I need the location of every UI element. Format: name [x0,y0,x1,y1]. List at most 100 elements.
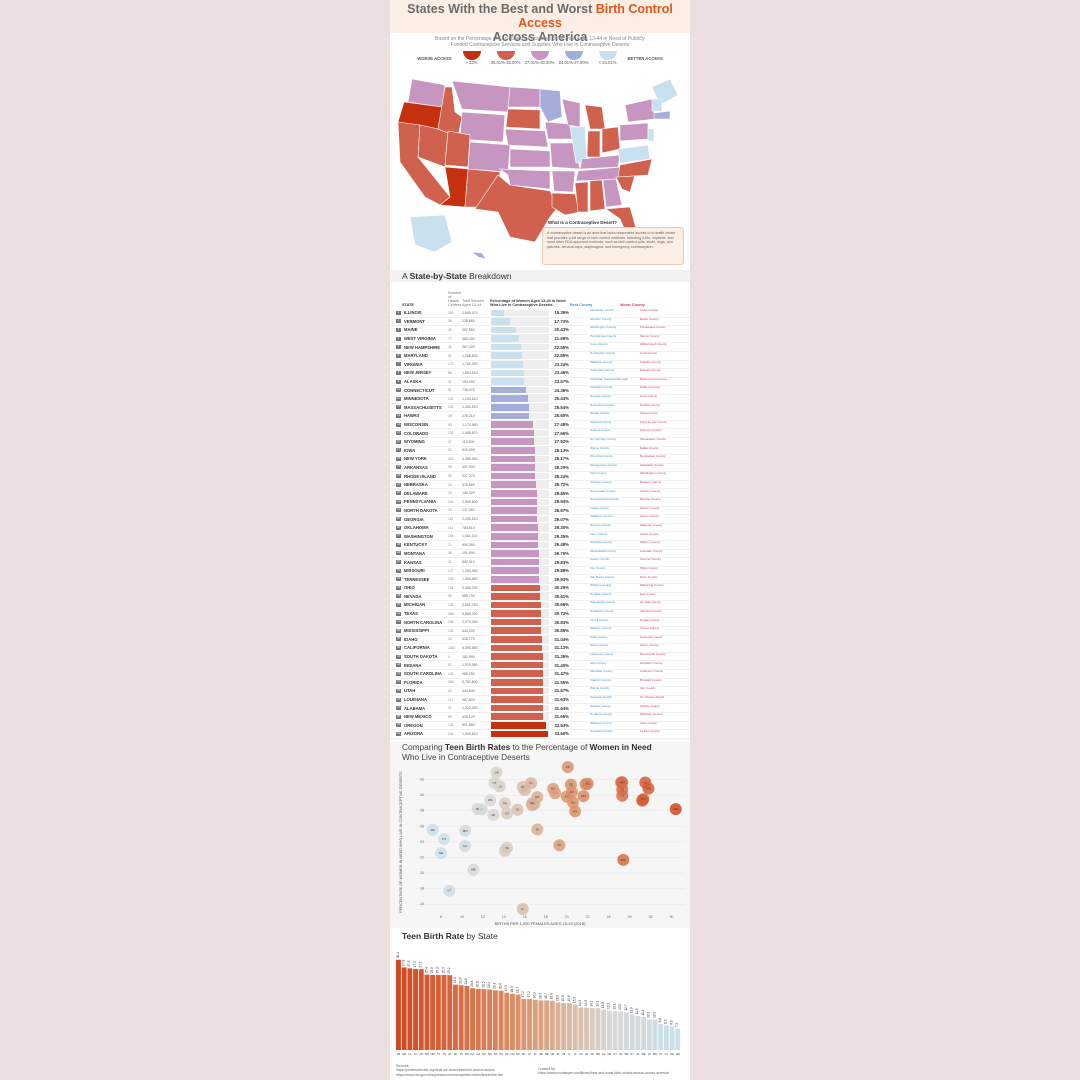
svg-text:14.1: 14.1 [590,1000,594,1006]
svg-text:12: 12 [481,915,485,919]
table-row: 43 SOUTH CAROLINA 120 985,250 31.47% [390,670,690,679]
svg-text:24: 24 [420,840,424,844]
svg-text:30: 30 [670,915,674,919]
state-mt [451,80,511,113]
svg-text:TX: TX [620,788,624,792]
svg-text:RI: RI [476,807,479,811]
svg-text:NV: NV [570,790,574,794]
table-row: 13 HAWAII 28 278,210 25.60% [390,412,690,421]
rank-badge: 14 [396,422,401,427]
table-row: 33 OHIO 151 2,386,230 30.25% [390,584,690,593]
state-ny [624,98,656,123]
scatter-title: Comparing Teen Birth Rates to the Percen… [402,742,652,762]
rank-badge: 6 [396,353,401,358]
rank-badge: 7 [396,362,401,367]
scatter-point: NH [434,847,447,860]
svg-text:13.3: 13.3 [607,1003,611,1009]
state-mi [584,104,606,130]
svg-text:WV: WV [621,858,626,862]
scatter-point: SC [581,777,594,790]
svg-text:14.3: 14.3 [578,1000,582,1006]
svg-text:11.1: 11.1 [641,1009,645,1015]
rank-badge: 17 [396,448,401,453]
rank-badge: 37 [396,620,401,625]
rank-badge: 23 [396,499,401,504]
scatter-point: UT [488,776,501,789]
svg-text:22.0: 22.0 [453,977,457,983]
state-wi [561,98,581,128]
scatter-point: MT [531,791,544,804]
svg-text:16.7: 16.7 [538,992,542,998]
svg-text:PA: PA [503,801,507,805]
svg-text:DE: DE [539,1052,543,1056]
svg-text:PERCENTAGE OF WOMEN IN NEED WH: PERCENTAGE OF WOMEN IN NEED WHO LIVE IN … [399,771,403,913]
scatter-point: KY [637,793,650,806]
svg-text:VA: VA [585,1052,589,1056]
bar [595,1008,601,1050]
svg-text:MT: MT [522,1052,526,1056]
svg-text:AZ: AZ [494,1052,498,1056]
bar [470,988,475,1050]
rank-badge: 10 [396,388,401,393]
svg-text:CT: CT [442,837,446,841]
svg-text:UT: UT [613,1052,617,1056]
svg-text:ND: ND [551,1052,555,1056]
table-row: 45 UTAH 63 644,840 31.57% [390,687,690,696]
svg-text:IA: IA [516,808,519,812]
svg-text:MI: MI [562,1052,565,1056]
scatter-point: CT [438,833,451,846]
table-row: 12 MASSACHUSETTS 103 1,430,910 25.54% [390,404,690,413]
header: States With the Best and Worst Birth Con… [390,0,690,44]
svg-text:27.3: 27.3 [413,961,417,967]
svg-text:OK: OK [419,1052,423,1056]
svg-text:MS: MS [402,1052,406,1056]
svg-text:MA: MA [430,828,435,832]
sources: Sources: https://powertodecide.org/what-… [396,1064,504,1077]
svg-text:13.6: 13.6 [601,1002,605,1008]
svg-text:22: 22 [586,915,590,919]
table-row: 5 NEW HAMPSHIRE 31 267,020 22.55% [390,343,690,352]
svg-text:13.0: 13.0 [618,1003,622,1009]
table-row: 41 SOUTH DAKOTA 4 162,990 31.35% [390,653,690,662]
legend-bin: 30.01%-32.00% [491,51,520,65]
svg-text:MD: MD [596,1052,600,1056]
rank-badge: 15 [396,431,401,436]
svg-text:10: 10 [460,915,464,919]
svg-text:8.0: 8.0 [669,1020,673,1025]
svg-text:MT: MT [535,795,539,799]
bar [418,969,424,1050]
bar [549,1000,555,1050]
scatter-point: NM [616,776,629,789]
svg-text:CO: CO [505,811,510,815]
table-row: 38 MISSISSIPPI 126 644,200 30.85% [390,627,690,636]
svg-text:MO: MO [581,794,586,798]
svg-text:CA: CA [498,784,502,788]
scatter-point: MA [426,823,439,836]
table-row: 32 TENNESSEE 189 1,354,890 29.93% [390,575,690,584]
rank-badge: 1 [396,310,401,315]
rank-badge: 44 [396,680,401,685]
svg-text:WV: WV [425,1052,429,1056]
desert-definition: A contraceptive desert is an area that l… [542,227,684,265]
state-ky [579,154,621,170]
table-row: 10 CONNECTICUT 51 738,970 24.36% [390,386,690,395]
scatter-point: WV [617,853,630,866]
svg-text:16.6: 16.6 [550,993,554,999]
svg-text:WY: WY [573,809,578,813]
bar [578,1007,584,1050]
svg-text:MN: MN [463,829,468,833]
svg-text:LA: LA [643,780,647,784]
svg-text:20.0: 20.0 [498,983,502,989]
table-row: 25 GEORGIA 167 2,205,910 29.07% [390,515,690,524]
svg-text:IL: IL [568,1052,571,1056]
bar [435,974,441,1050]
bar [544,1000,550,1050]
state-oh [601,126,621,154]
svg-text:NY: NY [630,1052,634,1056]
svg-text:20.6: 20.6 [476,981,480,987]
svg-text:8.3: 8.3 [664,1019,668,1024]
bar [492,990,498,1050]
svg-text:WI: WI [619,1052,622,1056]
svg-text:AK: AK [505,1052,509,1056]
rank-badge: 9 [396,379,401,384]
